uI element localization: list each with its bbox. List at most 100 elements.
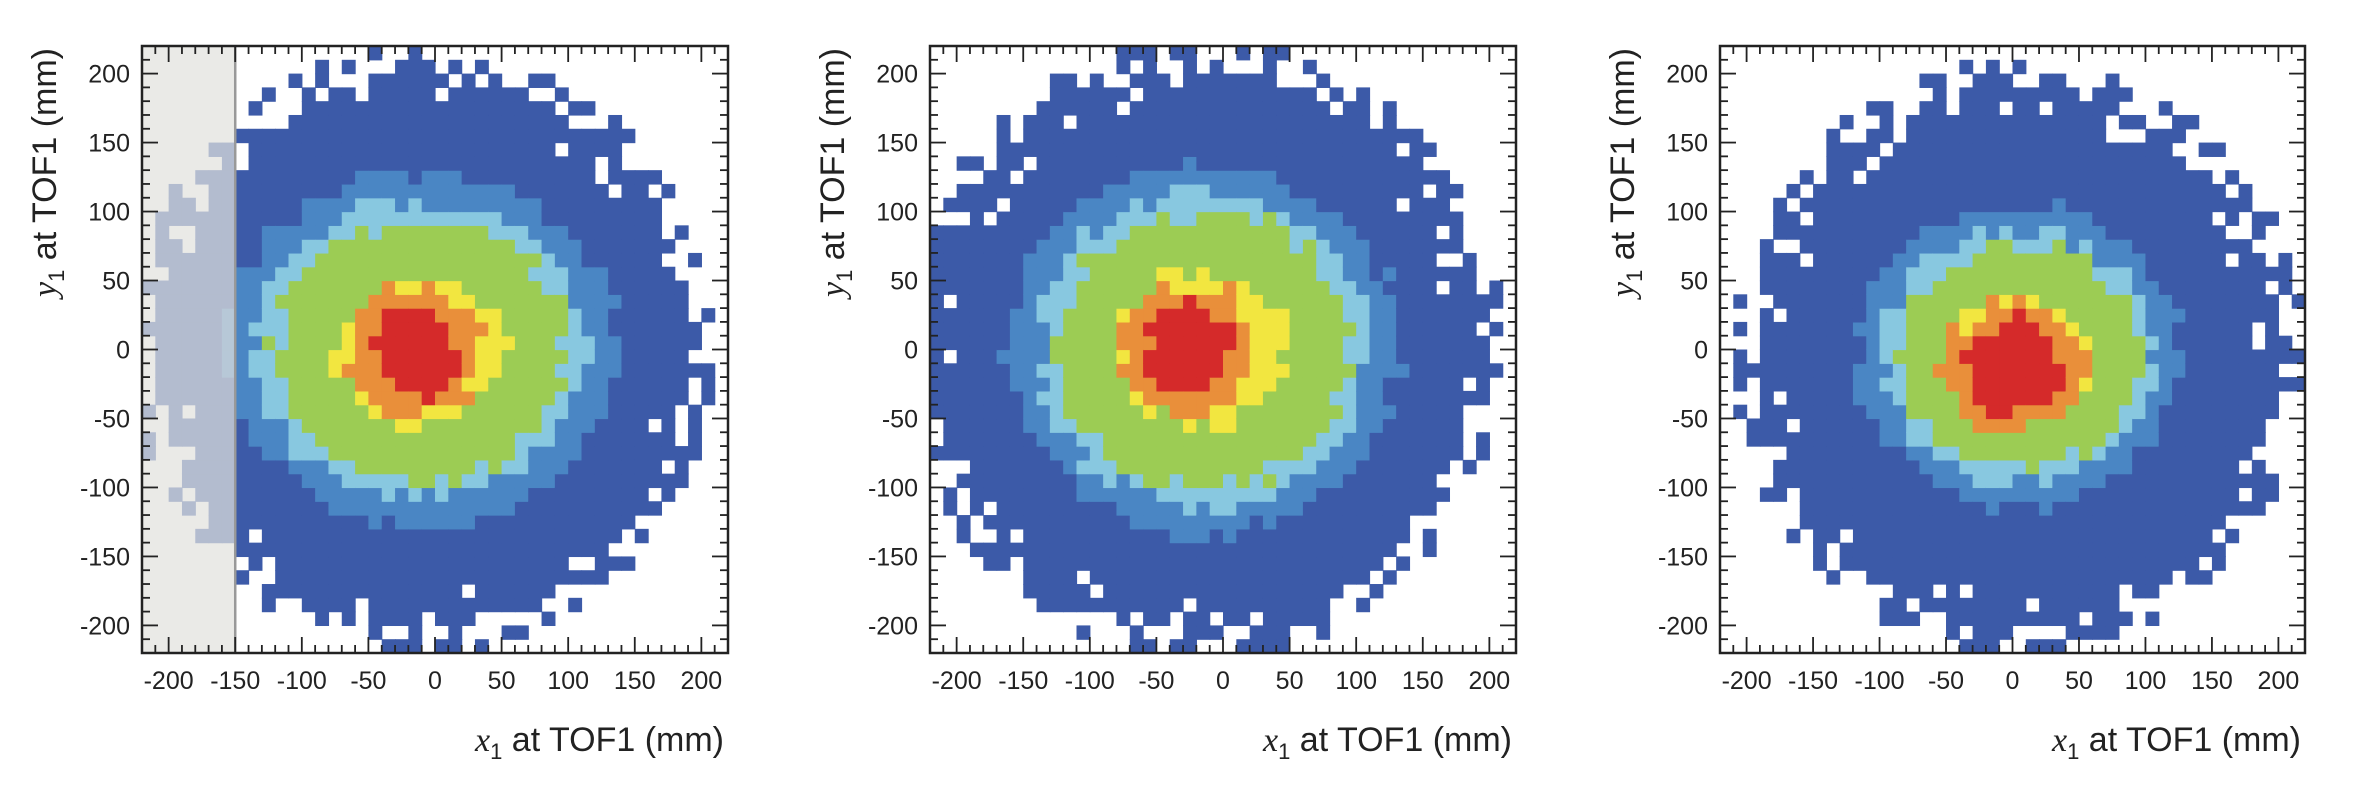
heatmap-cell xyxy=(381,225,396,240)
heatmap-cell xyxy=(674,321,689,337)
heatmap-cell xyxy=(301,459,316,475)
heatmap-cell xyxy=(2092,308,2107,323)
heatmap-cell xyxy=(355,114,370,130)
heatmap-cell xyxy=(421,225,436,240)
heatmap-cell xyxy=(996,459,1011,475)
heatmap-cell xyxy=(2078,432,2093,447)
heatmap-cell xyxy=(501,556,516,571)
heatmap-cell xyxy=(2225,418,2240,433)
heatmap-cell xyxy=(1449,321,1464,337)
heatmap-cell xyxy=(461,114,476,130)
heatmap-cell xyxy=(2251,501,2266,516)
y-tick-label: 200 xyxy=(876,61,918,89)
heatmap-cell xyxy=(2065,363,2080,378)
heatmap-cell xyxy=(1156,459,1171,475)
heatmap-cell xyxy=(275,321,290,337)
heatmap-cell xyxy=(1356,377,1371,392)
heatmap-cell xyxy=(2039,446,2053,461)
heatmap-cell xyxy=(2065,211,2080,226)
heatmap-cell xyxy=(1236,639,1251,654)
heatmap-cell xyxy=(1369,377,1384,392)
heatmap-cell xyxy=(634,349,649,364)
heatmap-cell xyxy=(1826,473,1841,489)
heatmap-cell xyxy=(1023,183,1038,199)
heatmap-cell xyxy=(355,515,370,530)
heatmap-cell xyxy=(421,418,436,433)
heatmap-cell xyxy=(408,556,423,571)
heatmap-cell xyxy=(1009,239,1024,254)
heatmap-cell xyxy=(1866,239,1881,254)
heatmap-cell xyxy=(1476,308,1490,323)
heatmap-cell xyxy=(328,197,343,213)
heatmap-cell xyxy=(1049,390,1064,406)
heatmap-cell xyxy=(1892,294,1907,309)
heatmap-cell xyxy=(1156,142,1171,157)
heatmap-cell xyxy=(943,280,958,295)
heatmap-cell xyxy=(2198,418,2213,433)
heatmap-cell xyxy=(1879,128,1894,144)
heatmap-cell xyxy=(581,432,596,447)
heatmap-cell xyxy=(1276,156,1291,171)
heatmap-cell xyxy=(1262,556,1277,571)
heatmap-cell xyxy=(501,418,516,433)
heatmap-cell xyxy=(261,197,276,213)
heatmap-cell xyxy=(1852,432,1867,447)
heatmap-cell xyxy=(1302,515,1317,530)
heatmap-cell xyxy=(2185,225,2200,240)
heatmap-cell xyxy=(2265,321,2280,337)
heatmap-cell xyxy=(2118,211,2133,226)
heatmap-cell xyxy=(1076,432,1091,447)
heatmap-cell xyxy=(1049,321,1064,337)
heatmap-cell xyxy=(1879,363,1894,378)
heatmap-cell xyxy=(1076,321,1091,337)
heatmap-cell xyxy=(395,321,409,337)
heatmap-cell xyxy=(1249,87,1264,102)
heatmap-cell xyxy=(448,266,463,282)
heatmap-cell xyxy=(435,404,449,420)
heatmap-cell xyxy=(1382,252,1397,268)
heatmap-cell xyxy=(1063,377,1078,392)
heatmap-cell xyxy=(1249,501,1264,516)
heatmap-cell xyxy=(474,487,489,502)
heatmap-cell xyxy=(2198,390,2213,406)
heatmap-cell xyxy=(435,473,449,489)
heatmap-cell xyxy=(408,363,423,378)
heatmap-cell xyxy=(2025,390,2040,406)
heatmap-cell xyxy=(2065,542,2080,558)
heatmap-cell xyxy=(554,542,569,558)
heatmap-cell xyxy=(1892,404,1907,420)
heatmap-cell xyxy=(341,611,356,627)
heatmap-cell xyxy=(1342,363,1357,378)
heatmap-cell xyxy=(381,308,396,323)
heatmap-cell xyxy=(528,156,543,171)
heatmap-cell xyxy=(288,542,303,558)
heatmap-cell xyxy=(983,335,998,351)
heatmap-cell xyxy=(421,556,436,571)
heatmap-cell xyxy=(1972,335,1987,351)
heatmap-cell xyxy=(1049,501,1064,516)
heatmap-cell xyxy=(368,266,383,282)
heatmap-cell xyxy=(2211,418,2226,433)
heatmap-cell xyxy=(1223,515,1237,530)
heatmap-cell xyxy=(2092,225,2107,240)
heatmap-cell xyxy=(514,570,529,585)
heatmap-cell xyxy=(1906,556,1921,571)
heatmap-cell xyxy=(2092,294,2107,309)
heatmap-cell xyxy=(435,556,449,571)
heatmap-cell xyxy=(594,473,609,489)
heatmap-cell xyxy=(1329,390,1344,406)
heatmap-cell xyxy=(1063,294,1078,309)
heatmap-cell xyxy=(368,584,383,599)
heatmap-cell xyxy=(315,114,330,130)
heatmap-cell xyxy=(1089,473,1104,489)
heatmap-cell xyxy=(2172,542,2186,558)
heatmap-cell xyxy=(2078,239,2093,254)
heatmap-cell xyxy=(368,363,383,378)
heatmap-cell xyxy=(435,239,449,254)
heatmap-cell xyxy=(1892,515,1907,530)
heatmap-cell xyxy=(2238,363,2253,378)
heatmap-cell xyxy=(1449,390,1464,406)
heatmap-cell xyxy=(1866,101,1881,116)
heatmap-cell xyxy=(2025,239,2040,254)
heatmap-cell xyxy=(1985,142,2000,157)
